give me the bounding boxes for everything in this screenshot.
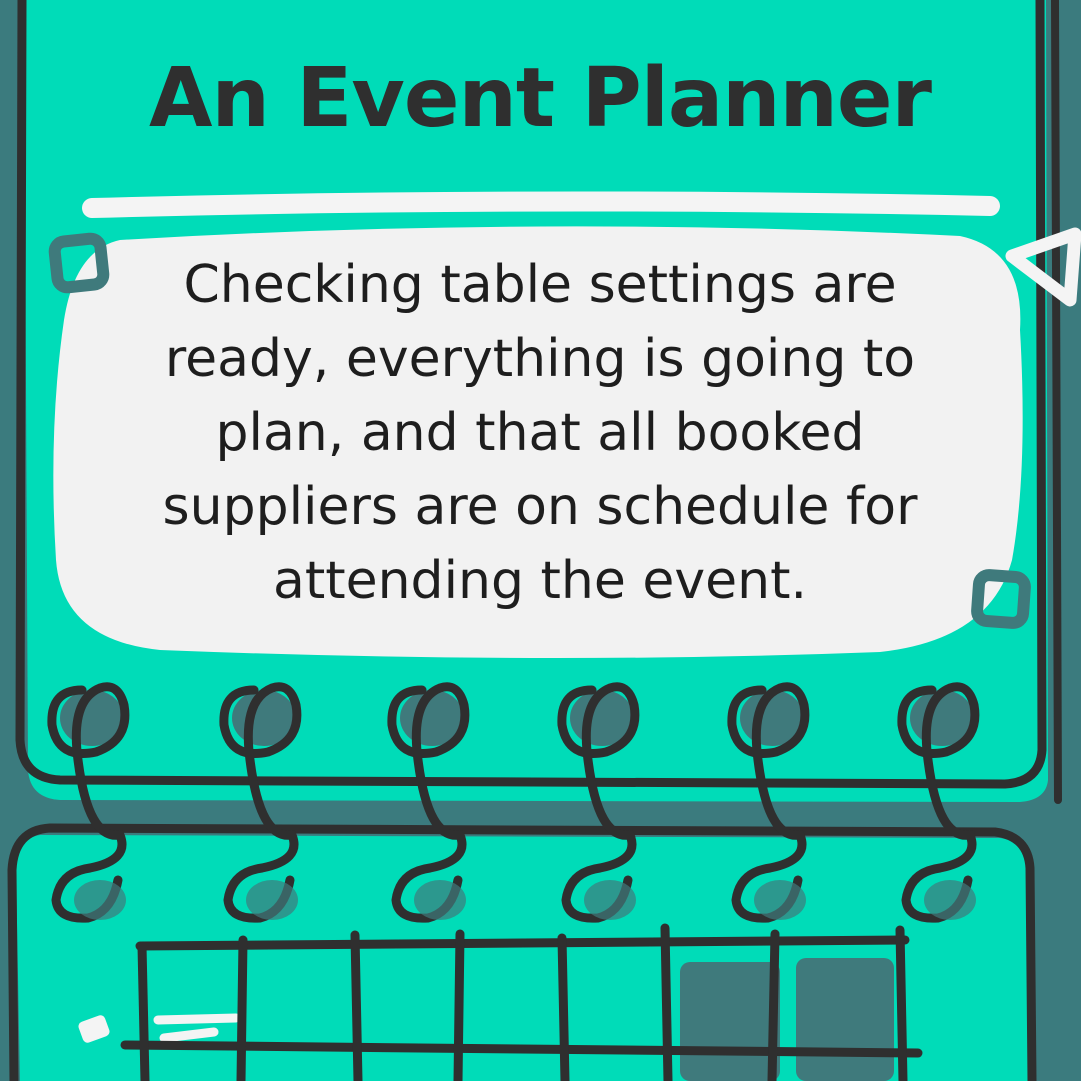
page-title: An Event Planner <box>149 51 932 146</box>
speech-bubble <box>53 226 1023 659</box>
triangle-icon <box>1005 227 1081 307</box>
calendar-grid-icon <box>120 923 923 1081</box>
bottom-page-outline <box>7 823 1037 1081</box>
rounded-square-icon <box>971 569 1031 629</box>
speech-bubble-text: Checking table settings are ready, every… <box>162 255 918 611</box>
top-page-edge <box>1051 0 1062 804</box>
sparkle-dash-icon <box>78 1013 241 1043</box>
rounded-square-icon <box>48 232 110 294</box>
top-page-outline <box>15 0 1047 789</box>
title-underline <box>82 191 1000 218</box>
spiral-binding-icon <box>47 682 980 923</box>
